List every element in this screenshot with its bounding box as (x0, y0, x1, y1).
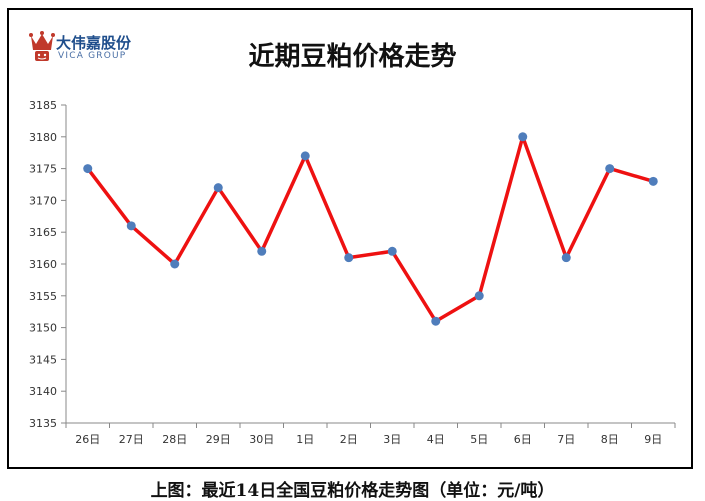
data-point (344, 253, 354, 263)
data-point (126, 221, 136, 231)
x-tick-label: 8日 (601, 433, 619, 446)
price-series-line (86, 135, 654, 323)
x-tick-label: 26日 (75, 433, 100, 446)
logo-name-cn: 大伟嘉股份 (56, 34, 132, 52)
y-tick-label: 3145 (29, 353, 57, 366)
y-tick-label: 3170 (29, 194, 57, 207)
x-tick-label: 1日 (296, 433, 314, 446)
x-tick-label: 6日 (514, 433, 532, 446)
data-point (257, 246, 267, 256)
chart-title: 近期豆粕价格走势 (248, 42, 457, 72)
chart-frame (7, 8, 693, 469)
x-tick-label: 28日 (162, 433, 187, 446)
y-tick-label: 3180 (29, 131, 57, 144)
data-point (170, 259, 180, 269)
logo-name-en: VICA GROUP (58, 51, 127, 61)
data-point (561, 253, 571, 263)
data-point (83, 164, 93, 174)
x-tick-label: 27日 (119, 433, 144, 446)
y-tick-label: 3165 (29, 226, 57, 239)
y-tick-label: 3155 (29, 290, 57, 303)
data-point (648, 176, 658, 186)
data-point (474, 291, 484, 301)
data-point (300, 151, 310, 161)
crown-icon (29, 31, 55, 61)
y-tick-label: 3175 (29, 163, 57, 176)
data-point (605, 164, 615, 174)
data-point (518, 132, 528, 142)
x-tick-label: 3日 (383, 433, 401, 446)
x-tick-label: 4日 (427, 433, 445, 446)
x-tick-label: 9日 (644, 433, 662, 446)
y-tick-label: 3135 (29, 417, 57, 430)
y-tick-label: 3150 (29, 322, 57, 335)
data-point (213, 183, 223, 193)
data-point (431, 316, 441, 326)
x-tick-label: 7日 (557, 433, 575, 446)
chart-caption: 上图：最近14日全国豆粕价格走势图（单位：元/吨） (150, 481, 555, 501)
y-tick-label: 3185 (29, 99, 57, 112)
x-tick-label: 5日 (470, 433, 488, 446)
line-chart: 3135 3140 3145 3150 3155 3160 3165 3170 3175 3180… (29, 99, 676, 446)
y-tick-label: 3140 (29, 385, 57, 398)
x-tick-label: 29日 (206, 433, 231, 446)
x-tick-label: 30日 (249, 433, 274, 446)
y-tick-label: 3160 (29, 258, 57, 271)
company-logo: 大伟嘉股份 VICA GROUP (28, 30, 158, 70)
x-tick-label: 2日 (340, 433, 358, 446)
data-point (387, 246, 397, 256)
